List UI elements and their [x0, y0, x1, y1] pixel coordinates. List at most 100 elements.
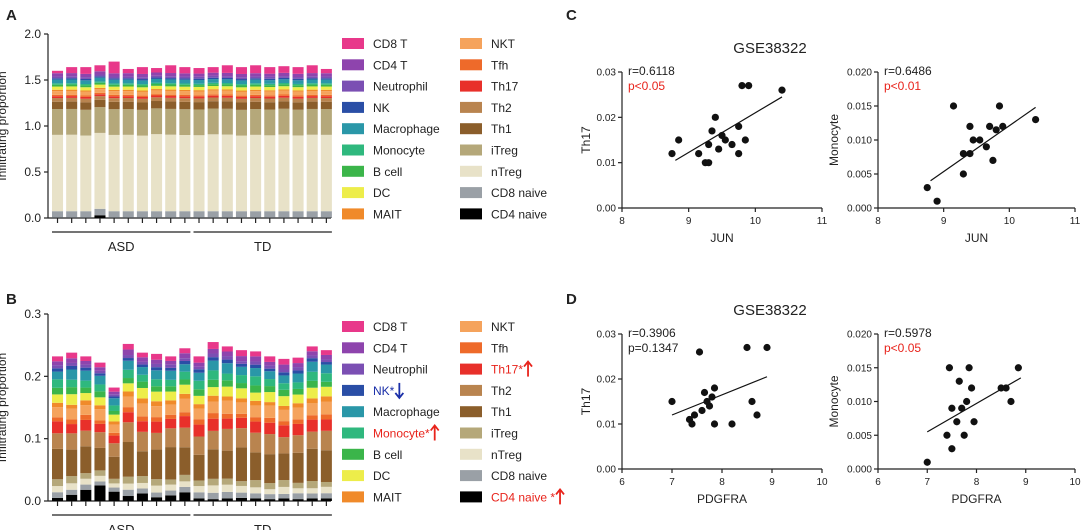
bar-segment-tfh	[94, 92, 106, 95]
bar-segment-b-cell	[122, 378, 134, 384]
bar-segment-dc	[122, 383, 134, 392]
data-point	[728, 420, 736, 428]
legend-swatch	[460, 101, 482, 113]
y-tick-label: 0.020	[847, 68, 872, 79]
bar-segment-th2	[264, 98, 276, 103]
bar-segment-mait	[221, 89, 233, 91]
bar-segment-cd4-t	[94, 367, 106, 371]
x-tick-label: 9	[769, 477, 775, 488]
bar-segment-th2	[136, 98, 148, 103]
legend-label: DC	[373, 186, 391, 200]
bar-segment-mait	[94, 87, 106, 90]
group-label: TD	[254, 239, 271, 254]
bar-segment-th2	[165, 428, 177, 448]
stacked-bar	[52, 356, 64, 501]
legend-label: DC	[373, 469, 391, 483]
bar-segment-th2	[292, 98, 304, 103]
y-tick-label: 0.00	[597, 204, 617, 215]
bar-segment-th2	[207, 430, 219, 450]
bar-segment-dc	[94, 397, 106, 406]
bar-segment-dc	[94, 84, 106, 88]
data-point	[969, 136, 977, 144]
bar-segment-nkt	[66, 408, 78, 420]
panel-a-stacked-bar-chart: A 0.0 0.5 1.0 1.5 2.0 Infiltrating proportion A…	[0, 7, 547, 254]
data-point	[999, 122, 1007, 130]
bar-segment-nkt	[278, 409, 290, 422]
bar-segment-cd4-t	[320, 73, 332, 77]
y-axis-title: Th17	[579, 126, 593, 154]
bar-segment-monocyte	[292, 382, 304, 389]
bar-segment-cd4-t	[306, 73, 318, 77]
bar-segment-tfh	[278, 421, 290, 426]
legend-swatch	[460, 187, 482, 199]
stacked-bar	[207, 67, 219, 218]
bar-segment-tfh	[52, 94, 64, 97]
bar-segment-neutrophil	[193, 76, 205, 79]
bar-segment-itreg	[221, 478, 233, 485]
bar-segment-itreg	[66, 476, 78, 484]
correlation-p: p<0.05	[628, 79, 665, 93]
bar-segment-itreg	[52, 479, 64, 487]
bar-segment-macrophage	[292, 80, 304, 84]
bar-segment-th1	[108, 456, 120, 479]
bar-segment-cd8-naive	[151, 492, 163, 498]
legend-label: NKT	[491, 37, 516, 51]
bar-segment-nk	[165, 367, 177, 371]
bar-segment-neutrophil	[235, 361, 247, 364]
bar-segment-th17	[292, 423, 304, 436]
bar-segment-neutrophil	[108, 76, 120, 79]
bar-segment-ntreg	[136, 135, 148, 212]
bar-segment-mait	[235, 90, 247, 92]
bar-segment-b-cell	[306, 380, 318, 388]
bar-segment-itreg	[278, 108, 290, 135]
bar-segment-cd4-t	[108, 73, 120, 77]
bar-segment-b-cell	[207, 84, 219, 87]
bar-segment-cd8-naive	[207, 492, 219, 500]
bar-segment-b-cell	[108, 84, 120, 87]
bar-segment-tfh	[136, 416, 148, 422]
bar-segment-itreg	[250, 109, 262, 135]
bar-segment-monocyte	[193, 83, 205, 86]
y-tick-label: 0.000	[847, 204, 872, 215]
data-point	[995, 102, 1004, 110]
bar-segment-cd8-naive	[320, 493, 332, 499]
bar-segment-monocyte	[207, 370, 219, 380]
bar-segment-nk	[66, 78, 78, 80]
legend-label: CD4 naive	[491, 207, 547, 221]
legend-label: Macrophage	[373, 405, 440, 419]
data-point	[721, 136, 729, 144]
bar-segment-b-cell	[165, 84, 177, 87]
bar-segment-nk	[122, 78, 134, 80]
bar-segment-nk	[306, 78, 318, 80]
bar-segment-tfh	[122, 94, 134, 97]
bar-segment-nk	[292, 78, 304, 81]
bar-segment-ntreg	[94, 475, 106, 482]
bar-segment-neutrophil	[250, 76, 262, 79]
stacked-bar	[207, 342, 219, 501]
bar-segment-th1	[320, 450, 332, 482]
bar-segment-dc	[235, 388, 247, 399]
bar-segment-cd8-naive	[292, 493, 304, 500]
bar-segment-nk	[207, 357, 219, 361]
bar-segment-b-cell	[235, 383, 247, 389]
bar-segment-cd4-t	[193, 73, 205, 77]
bar-segment-th1	[52, 448, 64, 480]
bar-segment-nk	[250, 364, 262, 369]
bar-segment-cd4-naive	[165, 495, 177, 501]
bar-segment-dc	[80, 393, 92, 401]
bar-segment-cd8-t	[193, 356, 205, 363]
bar-segment-ntreg	[264, 489, 276, 495]
legend-swatch	[342, 491, 364, 503]
bar-segment-neutrophil	[179, 358, 191, 361]
x-axis-title: PDGFRA	[951, 492, 1001, 506]
bar-segment-nk	[80, 367, 92, 371]
bar-segment-dc	[193, 86, 205, 91]
bar-segment-tfh	[122, 407, 134, 413]
scatter-plot-th17: 0.00 0.01 0.02 0.03 6 7 8 9 10 PDGFRA Th17 r=0.3906…	[579, 326, 828, 506]
bar-segment-cd4-t	[207, 72, 219, 76]
x-tick-label: 9	[1023, 477, 1029, 488]
bar-segment-cd8-t	[306, 65, 318, 74]
bar-segment-neutrophil	[52, 365, 64, 369]
bar-segment-tfh	[165, 94, 177, 97]
bar-segment-cd4-t	[250, 356, 262, 362]
